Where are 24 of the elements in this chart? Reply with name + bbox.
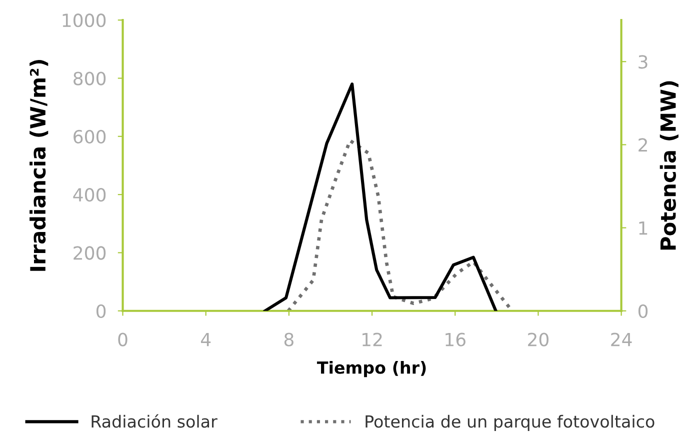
y-axis-title: Irradiancia (W/m²): [30, 60, 48, 271]
y2-tick-label: 1: [639, 221, 648, 235]
line-series: [286, 138, 512, 311]
y2-tick-label: 2: [638, 138, 647, 152]
x-tick-label: 12: [362, 332, 382, 346]
y-tick-label: 0: [96, 304, 106, 318]
y2-tick-label: 0: [638, 304, 648, 318]
y-tick-label: 800: [74, 72, 106, 86]
y-tick-label: 200: [74, 246, 106, 260]
y2-axis-title: Potencia (MW): [660, 81, 678, 250]
x-tick-label: 0: [118, 332, 128, 346]
y-tick-label: 600: [74, 130, 106, 144]
x-tick-label: 8: [284, 332, 294, 346]
legend-label: Potencia de un parque fotovoltaico: [366, 414, 654, 431]
x-tick-label: 4: [200, 332, 211, 346]
x-tick-label: 20: [528, 332, 548, 346]
y-tick-label: 1000: [62, 14, 106, 28]
x-tick-label: 16: [446, 332, 466, 346]
x-axis-title: Tiempo (hr): [316, 360, 426, 378]
x-tick-label: 24: [611, 332, 632, 346]
y2-tick-label: 3: [638, 55, 648, 69]
line-series: [264, 82, 498, 311]
y-tick-label: 400: [73, 188, 106, 202]
legend-label: Radiación solar: [92, 414, 218, 428]
